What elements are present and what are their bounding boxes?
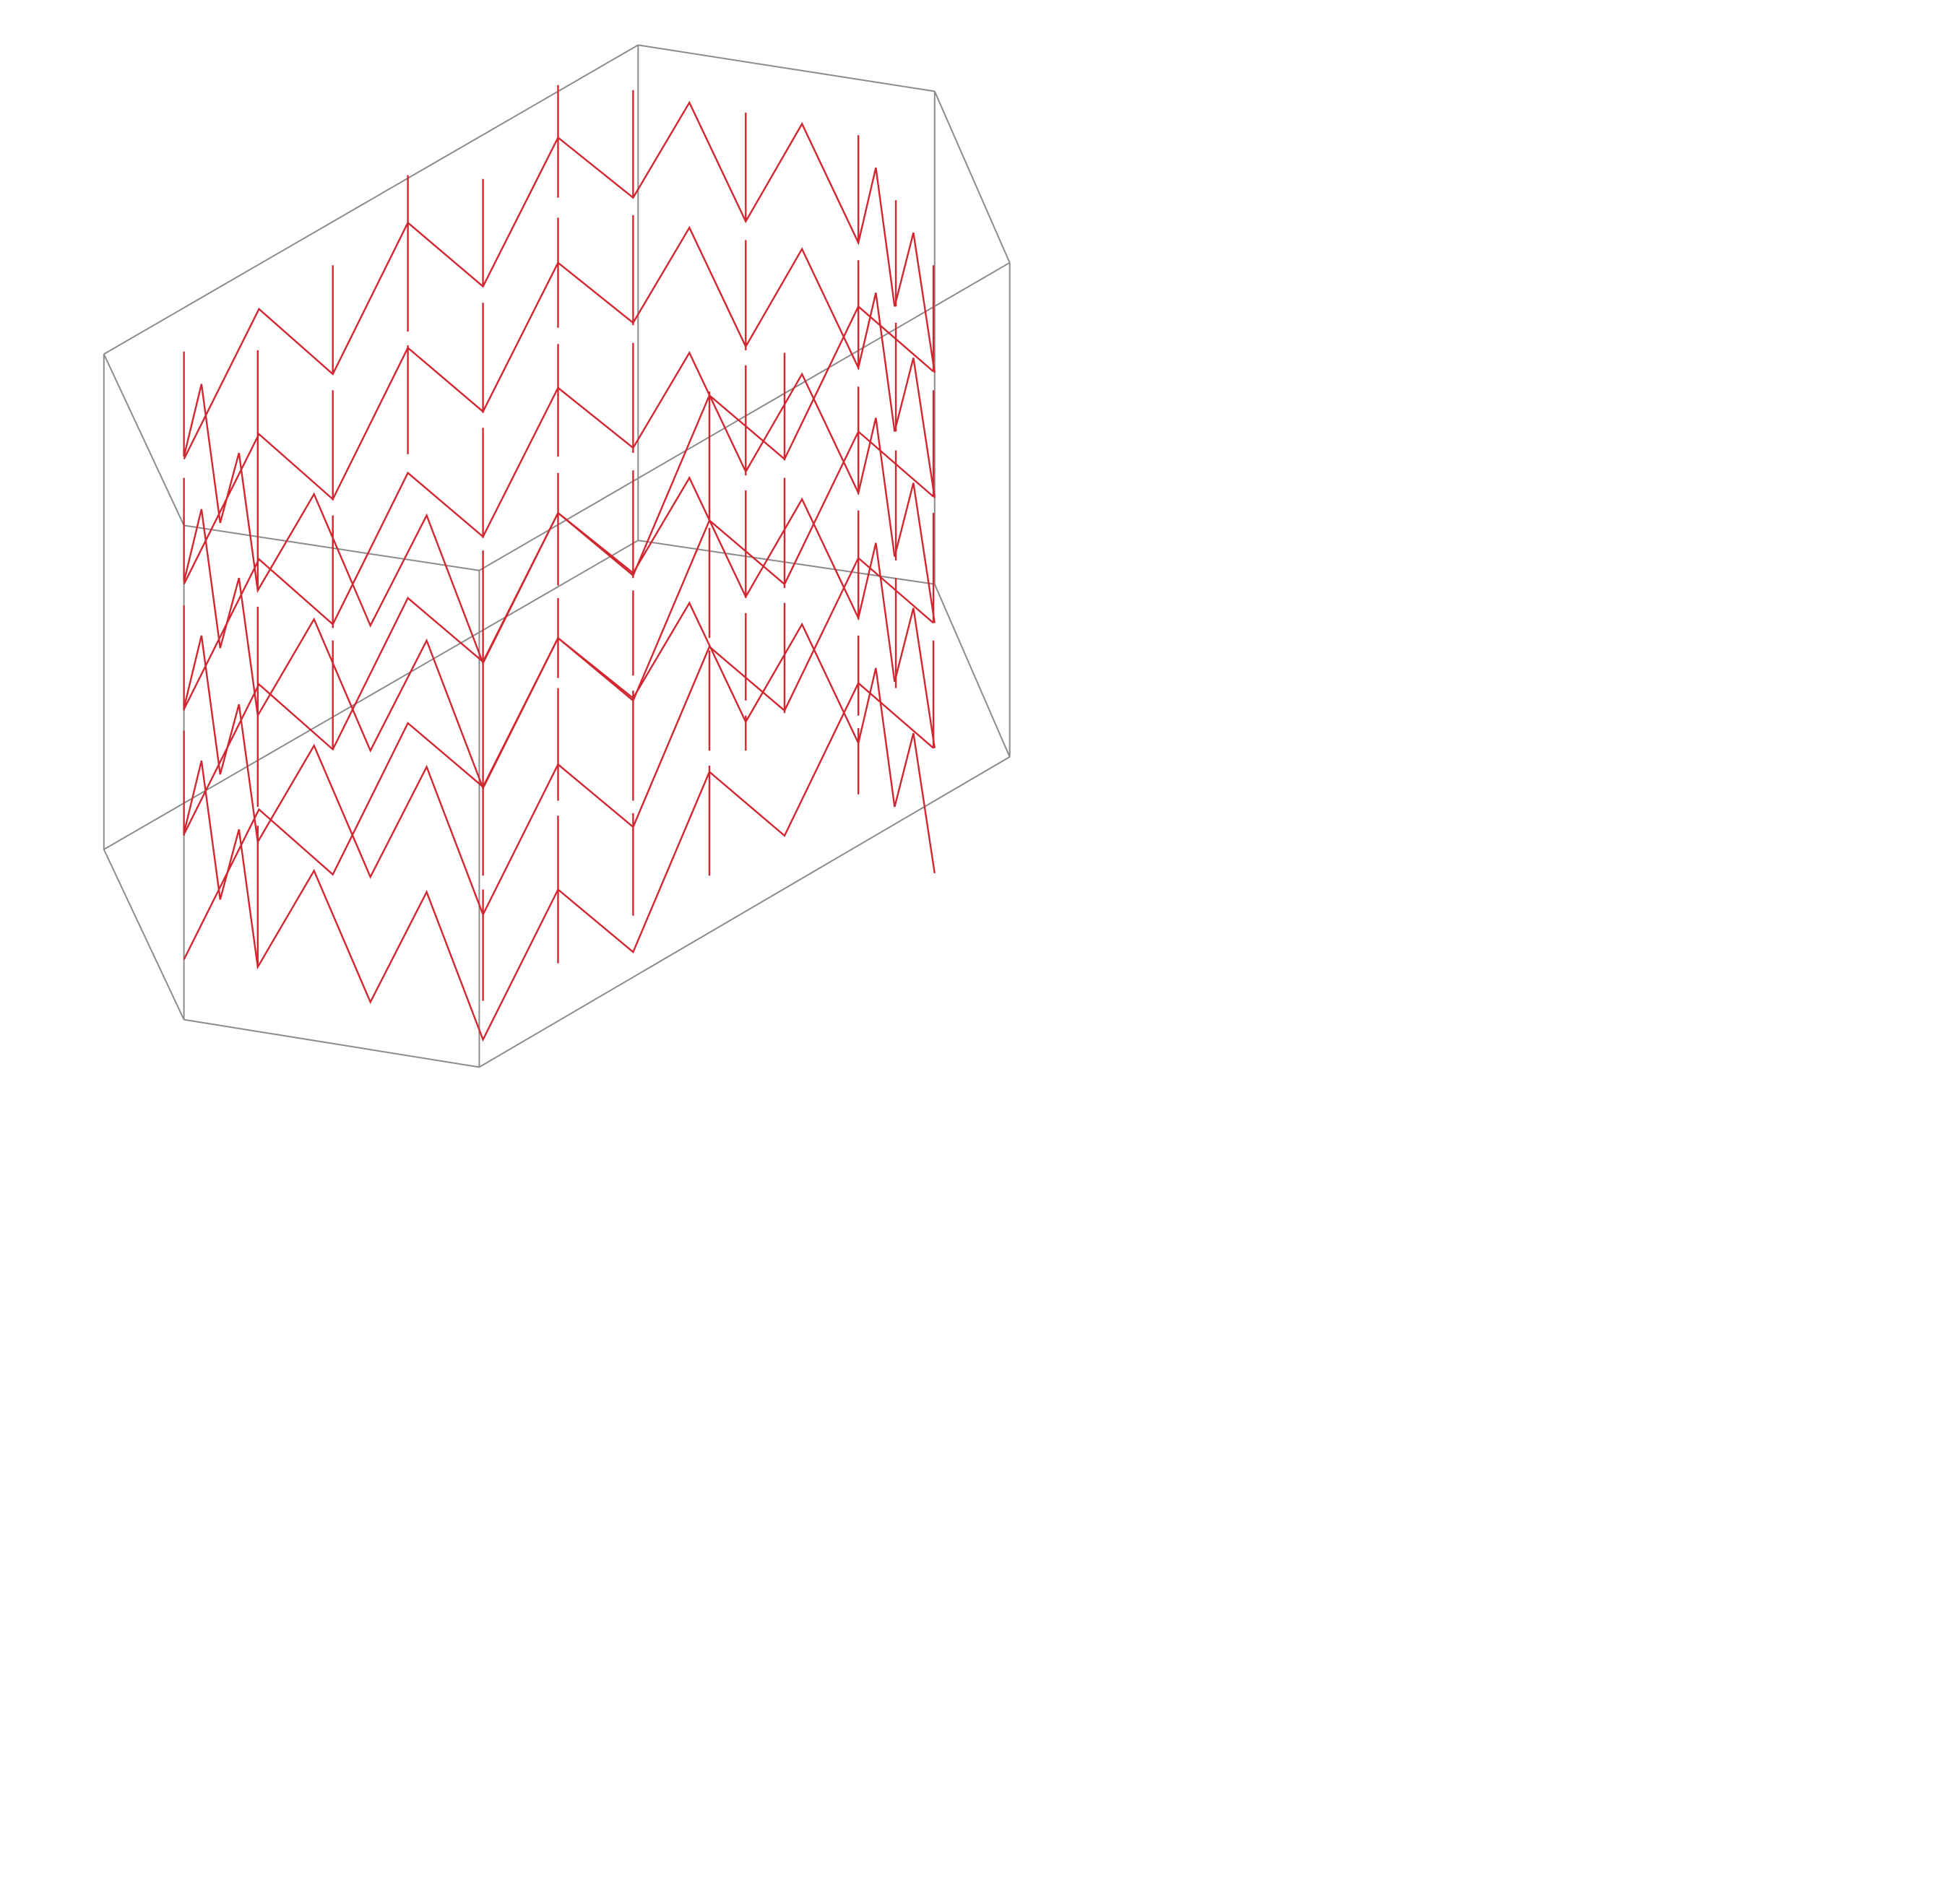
box-edge	[103, 44, 639, 355]
zigzag-back-line	[183, 100, 936, 460]
zigzag-back-line	[183, 601, 936, 960]
box-edge	[183, 1018, 480, 1068]
bounding-box	[103, 44, 1011, 1068]
zigzag-back-line	[183, 350, 936, 710]
box-edge	[478, 261, 1011, 571]
zigzag-back-line	[183, 225, 936, 585]
box-edge	[183, 524, 480, 571]
box-edge	[478, 756, 1011, 1068]
box-edge	[103, 353, 185, 526]
box-edge	[103, 849, 185, 1021]
box-edge	[933, 90, 1011, 264]
box-edge	[933, 584, 1011, 758]
box-edge	[638, 540, 935, 585]
zigzag-back-line	[183, 476, 936, 835]
box-edge	[638, 44, 935, 92]
zigzag-pattern	[183, 85, 936, 1042]
